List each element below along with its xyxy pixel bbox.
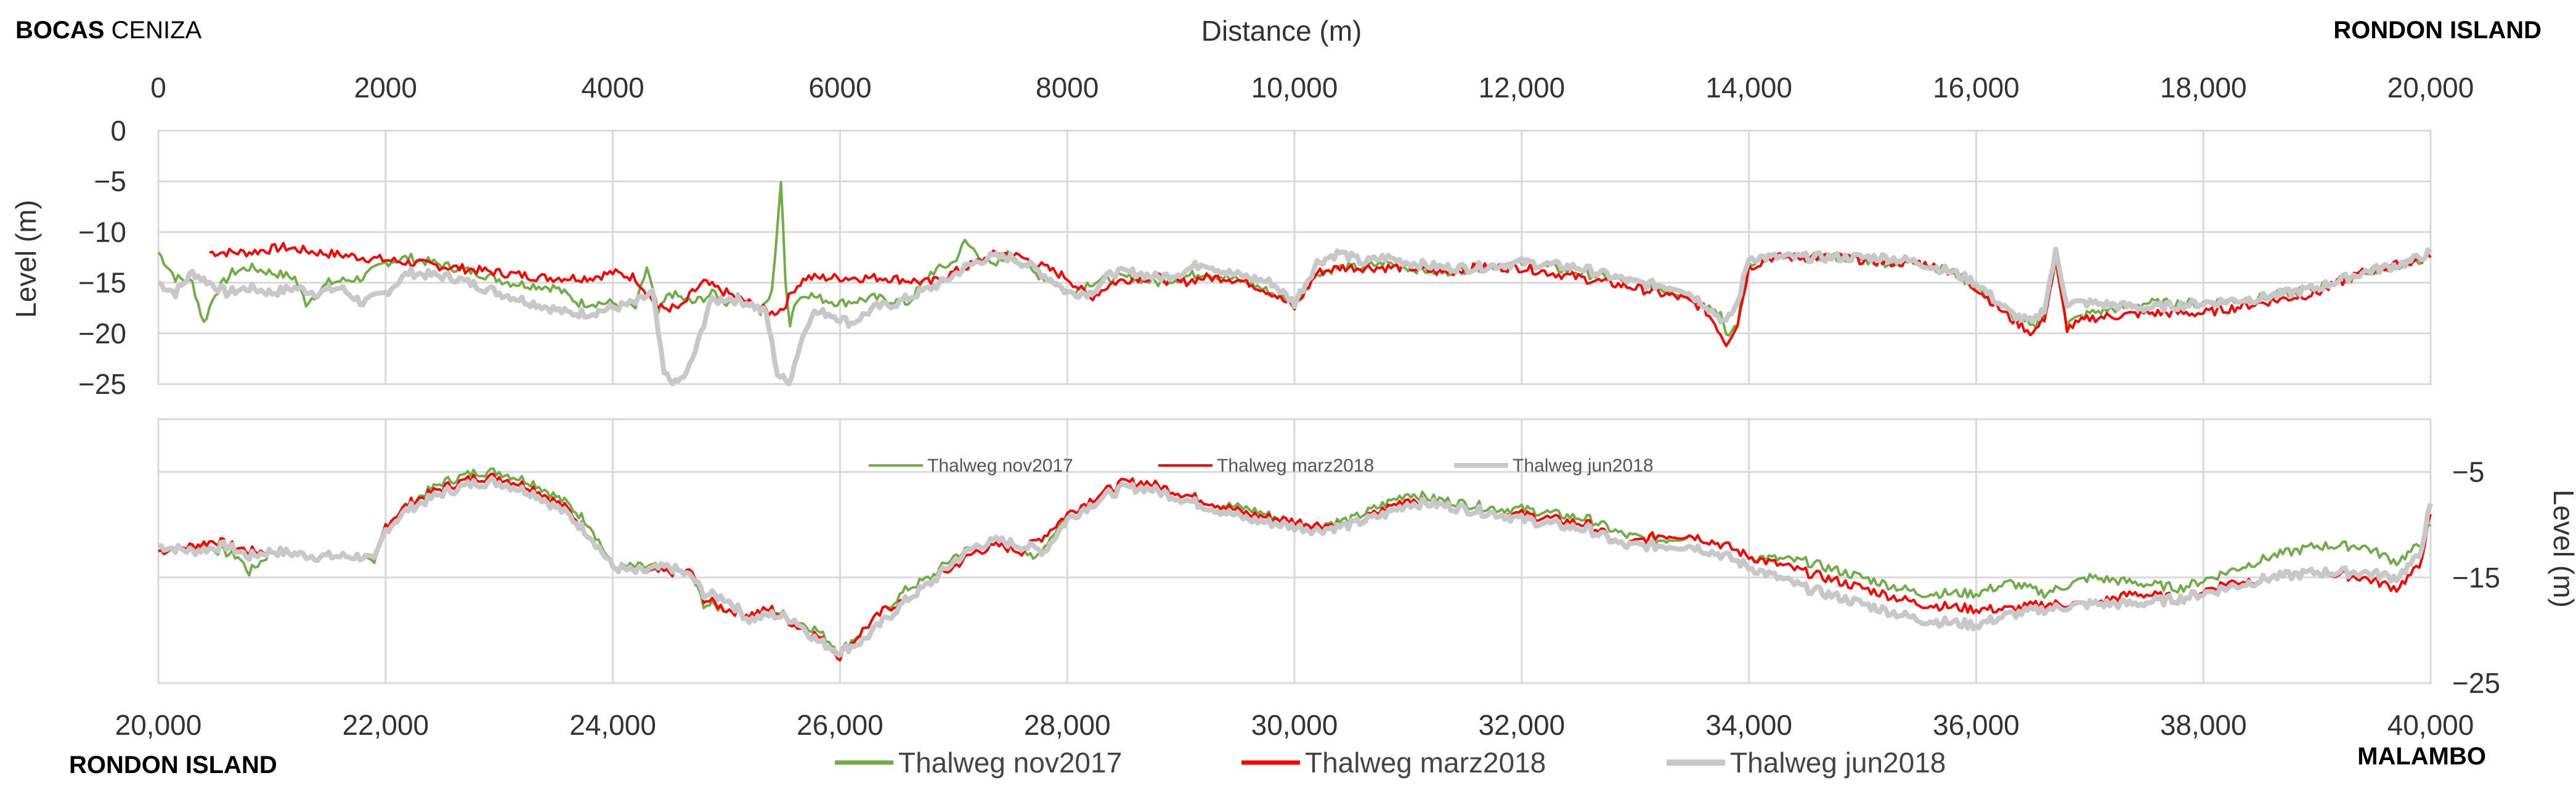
x-axis-title: Distance (m) (1201, 15, 1362, 47)
upper-y-tick-labels: 0 −5 −10 −15 −20 −25 (78, 115, 126, 400)
lower-y-tick-labels: −5 −15 −25 (2452, 456, 2500, 699)
u-x-tick-label: 4000 (581, 72, 644, 104)
u-x-tick-label: 6000 (808, 72, 871, 104)
u-x-tick-label: 10,000 (1251, 72, 1338, 104)
inner-legend-label-jun2018: Thalweg jun2018 (1513, 456, 1654, 476)
u-x-tick-label: 18,000 (2160, 72, 2247, 104)
l-x-tick-label: 40,000 (2387, 709, 2474, 741)
series-line-thalweg-jun2018 (157, 246, 2432, 387)
l-x-tick-label: 26,000 (797, 709, 884, 741)
l-y-tick-label: −5 (2452, 456, 2484, 488)
upper-right-corner-label: RONDON ISLAND (2333, 17, 2541, 44)
upper-gridlines (157, 129, 2432, 385)
u-y-tick-label: −10 (78, 216, 126, 248)
inner-legend-label-nov2017: Thalweg nov2017 (927, 456, 1073, 476)
l-x-tick-label: 36,000 (1933, 709, 2020, 741)
lower-series-lines (158, 467, 2433, 661)
legend-label-nov2017: Thalweg nov2017 (898, 747, 1122, 779)
lower-y-axis-title: Level (m) (2548, 489, 2576, 608)
u-y-tick-label: −25 (78, 368, 126, 400)
upper-series-lines (157, 181, 2432, 387)
l-x-tick-label: 30,000 (1251, 709, 1338, 741)
u-y-tick-label: −5 (94, 165, 126, 197)
upper-chart-panel: BOCAS CENIZA RONDON ISLAND Distance (m) … (10, 15, 2541, 400)
l-x-tick-label: 28,000 (1024, 709, 1111, 741)
inner-legend-label-marz2018: Thalweg marz2018 (1217, 456, 1374, 476)
inner-legend: Thalweg nov2017 Thalweg marz2018 Thalweg… (869, 456, 1654, 476)
series-line-thalweg-marz2018 (209, 242, 2432, 347)
lower-right-corner-label: MALAMBO (2357, 743, 2486, 770)
l-x-tick-label: 24,000 (569, 709, 656, 741)
lower-left-corner-label: RONDON ISLAND (69, 751, 277, 779)
l-x-tick-label: 20,000 (115, 709, 202, 741)
u-x-tick-label: 8000 (1036, 72, 1099, 104)
legend-label-marz2018: Thalweg marz2018 (1305, 747, 1546, 779)
series-line-thalweg-jun2018 (158, 477, 2433, 658)
l-x-tick-label: 38,000 (2160, 709, 2247, 741)
u-x-tick-label: 0 (150, 72, 166, 104)
u-x-tick-label: 14,000 (1705, 72, 1792, 104)
upper-left-corner-label: BOCAS CENIZA (15, 17, 202, 44)
corner-label-bold: BOCAS (15, 17, 104, 44)
l-y-tick-label: −15 (2452, 562, 2500, 594)
upper-y-axis-title: Level (m) (10, 200, 42, 318)
legend-label-jun2018: Thalweg jun2018 (1730, 747, 1946, 779)
u-y-tick-label: −15 (78, 267, 126, 299)
lower-chart-panel: RONDON ISLAND MALAMBO Level (m) 20,000 22… (69, 418, 2576, 779)
corner-label-rest: CENIZA (104, 17, 201, 44)
bottom-legend: Thalweg nov2017 Thalweg marz2018 Thalweg… (835, 747, 1946, 779)
l-x-tick-label: 32,000 (1478, 709, 1565, 741)
u-y-tick-label: −20 (78, 317, 126, 350)
l-y-tick-label: −25 (2452, 667, 2500, 699)
u-x-tick-label: 2000 (354, 72, 417, 104)
lower-x-tick-labels: 20,000 22,000 24,000 26,000 28,000 30,000 32,0… (115, 709, 2474, 741)
l-x-tick-label: 22,000 (342, 709, 429, 741)
u-x-tick-label: 12,000 (1478, 72, 1565, 104)
upper-x-tick-labels: 0 2000 4000 6000 8000 10,000 12,000 14,000 16,00… (150, 72, 2474, 104)
u-x-tick-label: 16,000 (1933, 72, 2020, 104)
l-x-tick-label: 34,000 (1705, 709, 1792, 741)
u-y-tick-label: 0 (110, 115, 126, 147)
u-x-tick-label: 20,000 (2387, 72, 2474, 104)
